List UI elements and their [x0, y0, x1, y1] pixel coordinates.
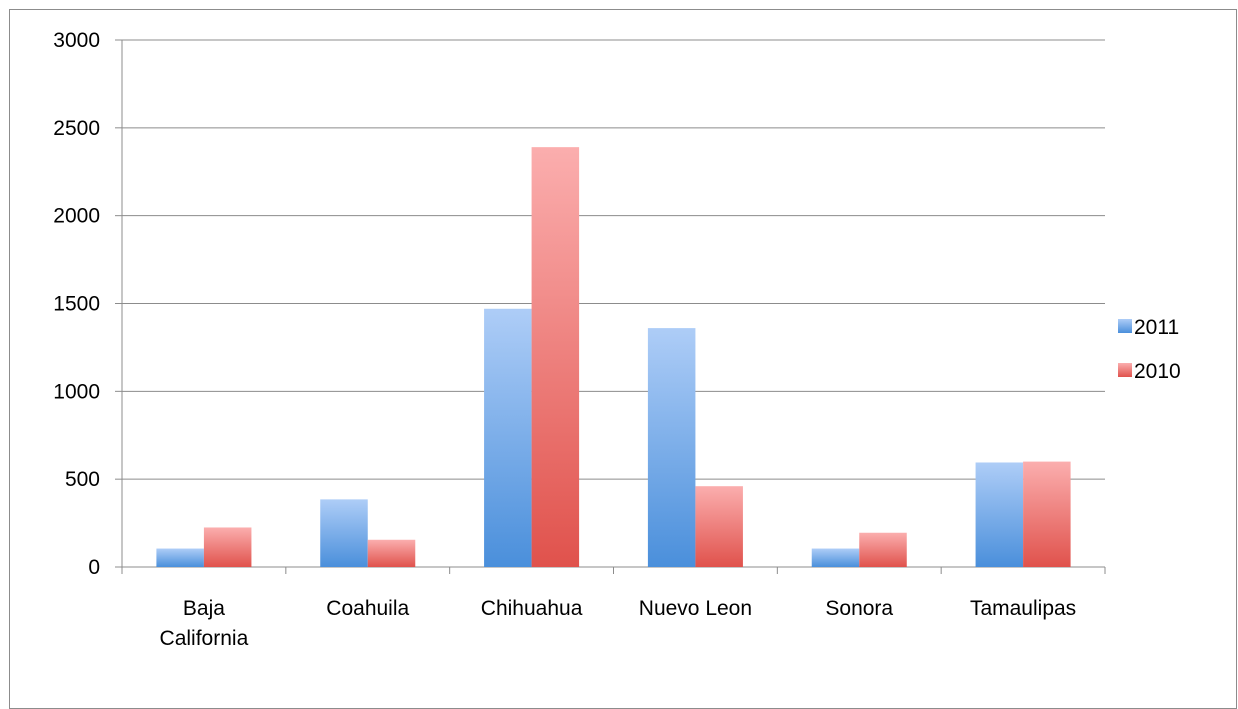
legend: 2011 2010	[1118, 316, 1181, 383]
x-tick-labels: Baja California Coahuila Chihuahua Nuevo Leo…	[160, 597, 1077, 650]
bar-2010-5	[1023, 461, 1071, 567]
bar-2010-2	[531, 147, 580, 567]
x-tick-label: Baja	[183, 597, 225, 620]
axes	[121, 40, 1106, 574]
x-tick-label: Chihuahua	[481, 597, 583, 620]
bar-2010-3	[695, 486, 743, 567]
bar-2011-0	[156, 548, 204, 567]
y-tick-label: 1000	[53, 380, 100, 403]
y-tick-label: 0	[88, 556, 100, 579]
bar-2011-3	[647, 328, 696, 567]
legend-label-2010: 2010	[1134, 360, 1181, 383]
x-tick-label: Tamaulipas	[970, 597, 1076, 620]
bar-2011-4	[811, 548, 860, 567]
bar-2011-2	[484, 308, 532, 567]
legend-swatch-2011	[1118, 319, 1132, 333]
bar-2010-0	[203, 527, 252, 567]
y-tick-label: 2500	[53, 117, 100, 140]
bar-2011-5	[975, 462, 1024, 567]
x-tick-label: California	[160, 627, 249, 650]
y-tick-label: 1500	[53, 293, 100, 316]
x-tick-label: Sonora	[825, 597, 893, 620]
x-tick-label: Coahuila	[326, 597, 409, 620]
x-tick-label: Nuevo Leon	[639, 597, 752, 620]
legend-swatch-2010	[1118, 363, 1132, 377]
bar-chart: 0 500 1000 1500 2000 2500 3000 Baja California C…	[53, 29, 1181, 650]
bar-2011-1	[320, 499, 368, 567]
y-tick-labels: 0 500 1000 1500 2000 2500 3000	[53, 29, 100, 579]
bar-2010-1	[367, 539, 416, 567]
y-tick-label: 2000	[53, 205, 100, 228]
bar-2010-4	[859, 532, 907, 567]
legend-label-2011: 2011	[1134, 316, 1179, 339]
bars	[156, 147, 1071, 567]
y-tick-label: 3000	[53, 29, 100, 52]
gridlines	[115, 39, 1105, 568]
y-tick-label: 500	[65, 468, 100, 491]
